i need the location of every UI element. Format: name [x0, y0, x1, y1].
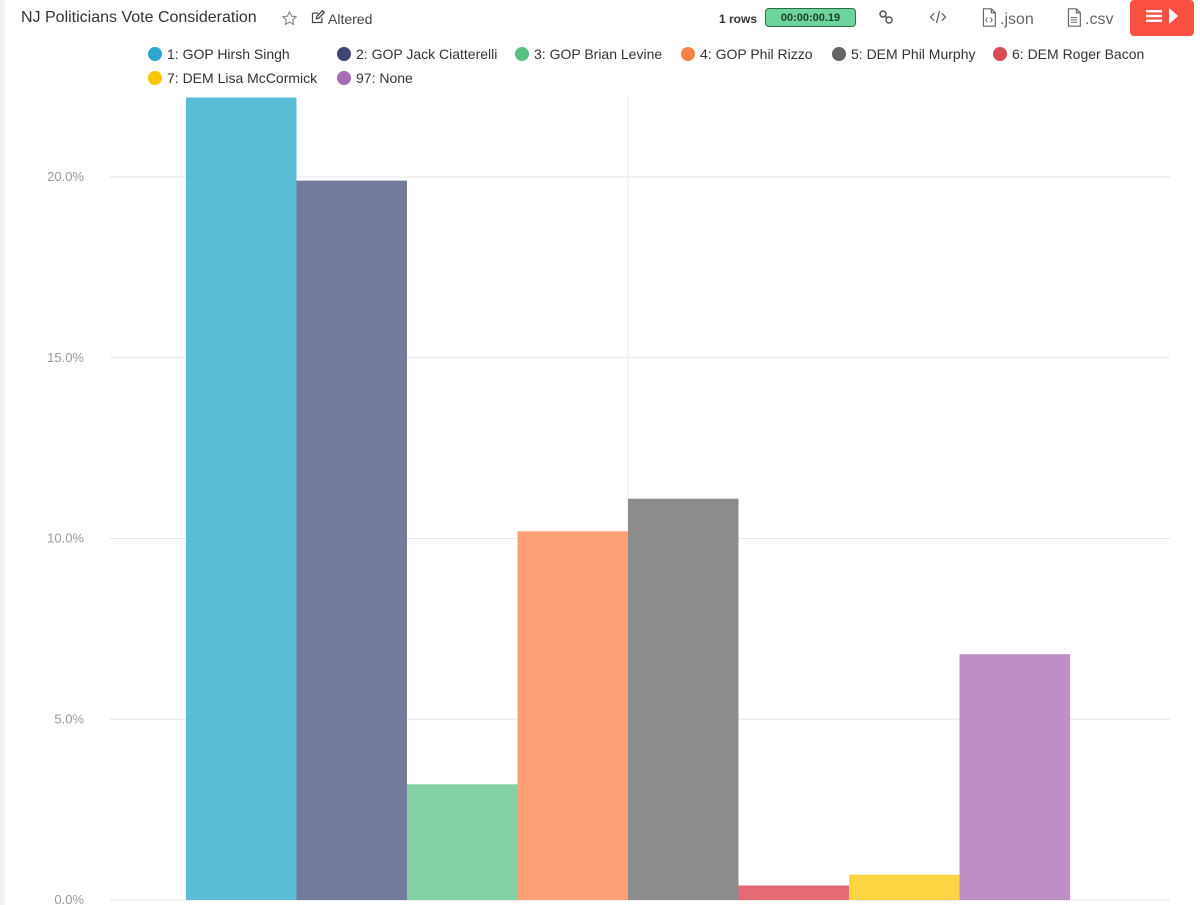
- download-csv-button[interactable]: .csv: [1066, 8, 1113, 31]
- link-button[interactable]: [877, 8, 895, 30]
- left-edge: [0, 0, 5, 905]
- legend-dot: [993, 47, 1007, 61]
- legend-label: 6: DEM Roger Bacon: [1012, 46, 1145, 62]
- caret-right-icon: [1168, 7, 1178, 29]
- chart-legend: 1: GOP Hirsh Singh 2: GOP Jack Ciatterel…: [0, 44, 1200, 92]
- legend-item[interactable]: 1: GOP Hirsh Singh: [148, 46, 290, 62]
- legend-dot: [832, 47, 846, 61]
- bar: [738, 885, 849, 900]
- menu-toggle-button[interactable]: [1130, 0, 1194, 36]
- y-tick-label: 15.0%: [47, 350, 84, 365]
- bar: [517, 531, 628, 900]
- legend-item[interactable]: 7: DEM Lisa McCormick: [148, 70, 317, 86]
- star-icon[interactable]: [281, 10, 298, 32]
- bar: [296, 180, 407, 901]
- csv-label: .csv: [1085, 10, 1114, 28]
- legend-item[interactable]: 3: GOP Brian Levine: [515, 46, 662, 62]
- embed-button[interactable]: [928, 8, 948, 30]
- legend-dot: [337, 47, 351, 61]
- y-tick-label: 20.0%: [47, 169, 84, 184]
- legend-label: 1: GOP Hirsh Singh: [167, 46, 290, 62]
- legend-label: 97: None: [356, 70, 413, 86]
- page-title: NJ Politicians Vote Consideration: [21, 9, 257, 26]
- legend-label: 7: DEM Lisa McCormick: [167, 70, 318, 86]
- legend-label: 2: GOP Jack Ciatterelli: [356, 46, 498, 62]
- altered-label: Altered: [328, 11, 373, 27]
- chart-header: NJ Politicians Vote Consideration Altere…: [0, 0, 1200, 38]
- legend-dot: [337, 71, 351, 85]
- altered-badge[interactable]: Altered: [310, 9, 373, 28]
- bar: [186, 97, 297, 901]
- bar: [628, 498, 739, 900]
- json-file-icon: [981, 8, 997, 31]
- legend-label: 3: GOP Brian Levine: [534, 46, 663, 62]
- y-tick-label: 5.0%: [54, 711, 84, 726]
- link-icon: [877, 8, 895, 30]
- query-timer: 00:00:00.19: [765, 8, 856, 27]
- legend-item[interactable]: 6: DEM Roger Bacon: [993, 46, 1144, 62]
- bar: [959, 654, 1070, 900]
- row-count: 1 rows: [719, 12, 758, 26]
- menu-icon: [1146, 9, 1162, 28]
- csv-file-icon: [1066, 8, 1082, 31]
- y-tick-label: 0.0%: [54, 892, 84, 905]
- legend-label: 4: GOP Phil Rizzo: [700, 46, 813, 62]
- legend-item[interactable]: 97: None: [337, 70, 413, 86]
- legend-dot: [681, 47, 695, 61]
- legend-dot: [148, 71, 162, 85]
- download-json-button[interactable]: .json: [981, 8, 1034, 31]
- legend-item[interactable]: 4: GOP Phil Rizzo: [681, 46, 813, 62]
- legend-item[interactable]: 2: GOP Jack Ciatterelli: [337, 46, 497, 62]
- legend-dot: [515, 47, 529, 61]
- legend-item[interactable]: 5: DEM Phil Murphy: [832, 46, 975, 62]
- legend-dot: [148, 47, 162, 61]
- bar: [849, 874, 960, 900]
- edit-icon: [310, 9, 326, 28]
- y-tick-label: 10.0%: [47, 531, 84, 546]
- code-icon: [928, 8, 948, 30]
- bar: [407, 784, 518, 900]
- legend-label: 5: DEM Phil Murphy: [851, 46, 976, 62]
- json-label: .json: [1000, 10, 1034, 28]
